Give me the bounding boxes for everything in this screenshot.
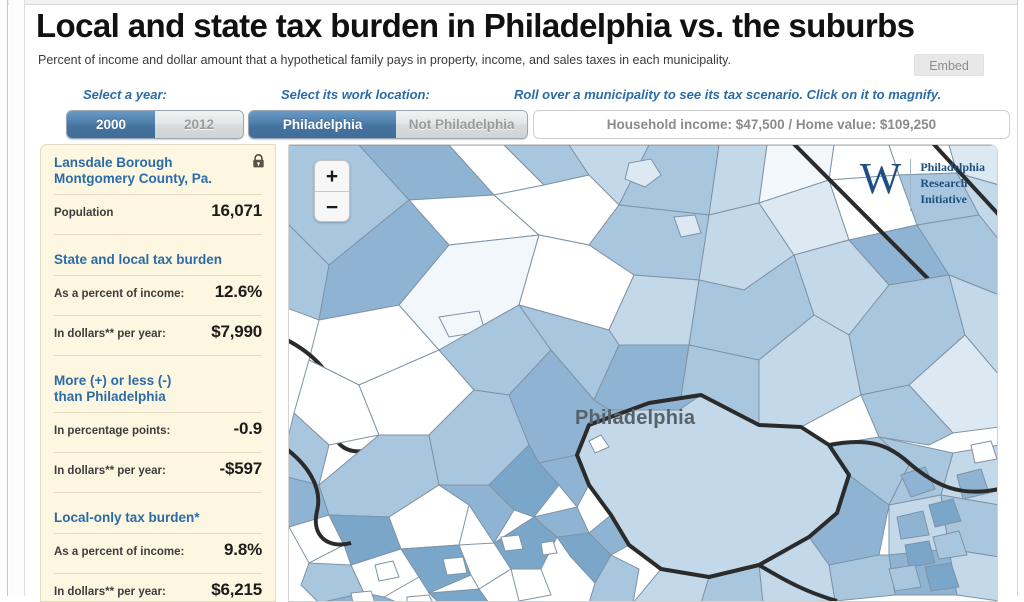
section-heading-local-only: Local-only tax burden* [54, 510, 200, 525]
divider [54, 573, 262, 574]
page-subtitle: Percent of income and dollar amount that… [38, 53, 731, 67]
main-area: Lansdale Borough Montgomery County, Pa. … [40, 144, 998, 602]
panel-municipality: Lansdale Borough Montgomery County, Pa. [54, 145, 262, 187]
row-label: In dollars** per year: [54, 465, 166, 477]
year-option-2000[interactable]: 2000 [67, 111, 155, 138]
divider [54, 234, 262, 235]
divider [54, 355, 262, 356]
divider [54, 194, 262, 195]
select-year-label: Select a year: [83, 87, 167, 102]
philadelphia-research-initiative-logo: W Philadelphia Research Initiative [859, 154, 985, 211]
table-row: In dollars** per year: -$597 [54, 453, 262, 485]
window-left-chrome [0, 0, 8, 596]
row-value: $6,215 [211, 580, 262, 599]
scenario-panel: Lansdale Borough Montgomery County, Pa. … [40, 144, 276, 602]
divider [54, 452, 262, 453]
row-label: In dollars** per year: [54, 586, 166, 598]
logo-line-3: Initiative [920, 192, 967, 206]
content-area: Local and state tax burden in Philadelph… [26, 6, 1014, 602]
row-label: In percentage points: [54, 425, 171, 437]
work-option-philadelphia[interactable]: Philadelphia [249, 111, 397, 138]
table-row: In dollars** per year: $7,990 [54, 316, 262, 348]
row-label: In dollars** per year: [54, 328, 166, 340]
logo-line-2: Research [920, 176, 968, 190]
assumptions-box: Household income: $47,500 / Home value: … [533, 110, 1010, 139]
zoom-in-button[interactable]: + [315, 161, 349, 192]
map-canvas[interactable]: .m{stroke:#7f93a6;stroke-width:1;} .b{fi… [289, 145, 998, 602]
divider [54, 315, 262, 316]
row-value: 12.6% [214, 282, 262, 301]
divider [54, 412, 262, 413]
row-value: -0.9 [233, 419, 263, 438]
choropleth-map[interactable]: .m{stroke:#7f93a6;stroke-width:1;} .b{fi… [288, 144, 998, 602]
philadelphia-boundary [575, 393, 851, 579]
section-heading-state-local: State and local tax burden [54, 252, 223, 267]
logo-mark: W [859, 154, 902, 203]
select-work-location-label: Select its work location: [281, 87, 430, 102]
logo-divider [910, 159, 912, 211]
section-heading-difference: More (+) or less (-) than Philadelphia [54, 356, 262, 405]
row-label: As a percent of income: [54, 546, 185, 558]
lock-icon[interactable] [252, 154, 265, 168]
section-heading-line2: than Philadelphia [54, 389, 166, 404]
row-label: As a percent of income: [54, 288, 185, 300]
table-row: As a percent of income: 12.6% [54, 276, 262, 308]
population-label: Population [54, 207, 114, 219]
section-heading-line1: More (+) or less (-) [54, 373, 172, 388]
year-option-2012[interactable]: 2012 [155, 111, 243, 138]
zoom-controls[interactable]: + − [314, 160, 350, 222]
table-row: As a percent of income: 9.8% [54, 534, 262, 566]
logo-line-1: Philadelphia [920, 160, 985, 174]
embed-button[interactable]: Embed [914, 54, 984, 76]
work-option-not-philadelphia[interactable]: Not Philadelphia [396, 111, 527, 138]
population-value: 16,071 [211, 201, 262, 220]
row-value: -$597 [219, 459, 263, 478]
row-value: $7,990 [211, 322, 262, 341]
year-toggle-group[interactable]: 2000 2012 [66, 110, 244, 139]
row-value: 9.8% [224, 540, 262, 559]
zoom-out-button[interactable]: − [325, 195, 339, 219]
logo-text: Philadelphia Research Initiative [920, 159, 985, 207]
window-top-chrome [0, 0, 1024, 5]
window-left-gutter [9, 0, 25, 596]
work-location-toggle-group[interactable]: Philadelphia Not Philadelphia [248, 110, 528, 139]
table-row: In percentage points: -0.9 [54, 413, 262, 445]
divider [54, 533, 262, 534]
panel-municipality-name: Lansdale Borough [54, 155, 173, 170]
page-title: Local and state tax burden in Philadelph… [36, 7, 915, 44]
table-row: In dollars** per year: $6,215 [54, 574, 262, 601]
population-row: Population 16,071 [54, 195, 262, 227]
divider [54, 492, 262, 493]
panel-county-name: Montgomery County, Pa. [54, 171, 213, 186]
window-right-chrome [1017, 0, 1024, 596]
divider [54, 275, 262, 276]
rollover-hint: Roll over a municipality to see its tax … [514, 87, 942, 102]
